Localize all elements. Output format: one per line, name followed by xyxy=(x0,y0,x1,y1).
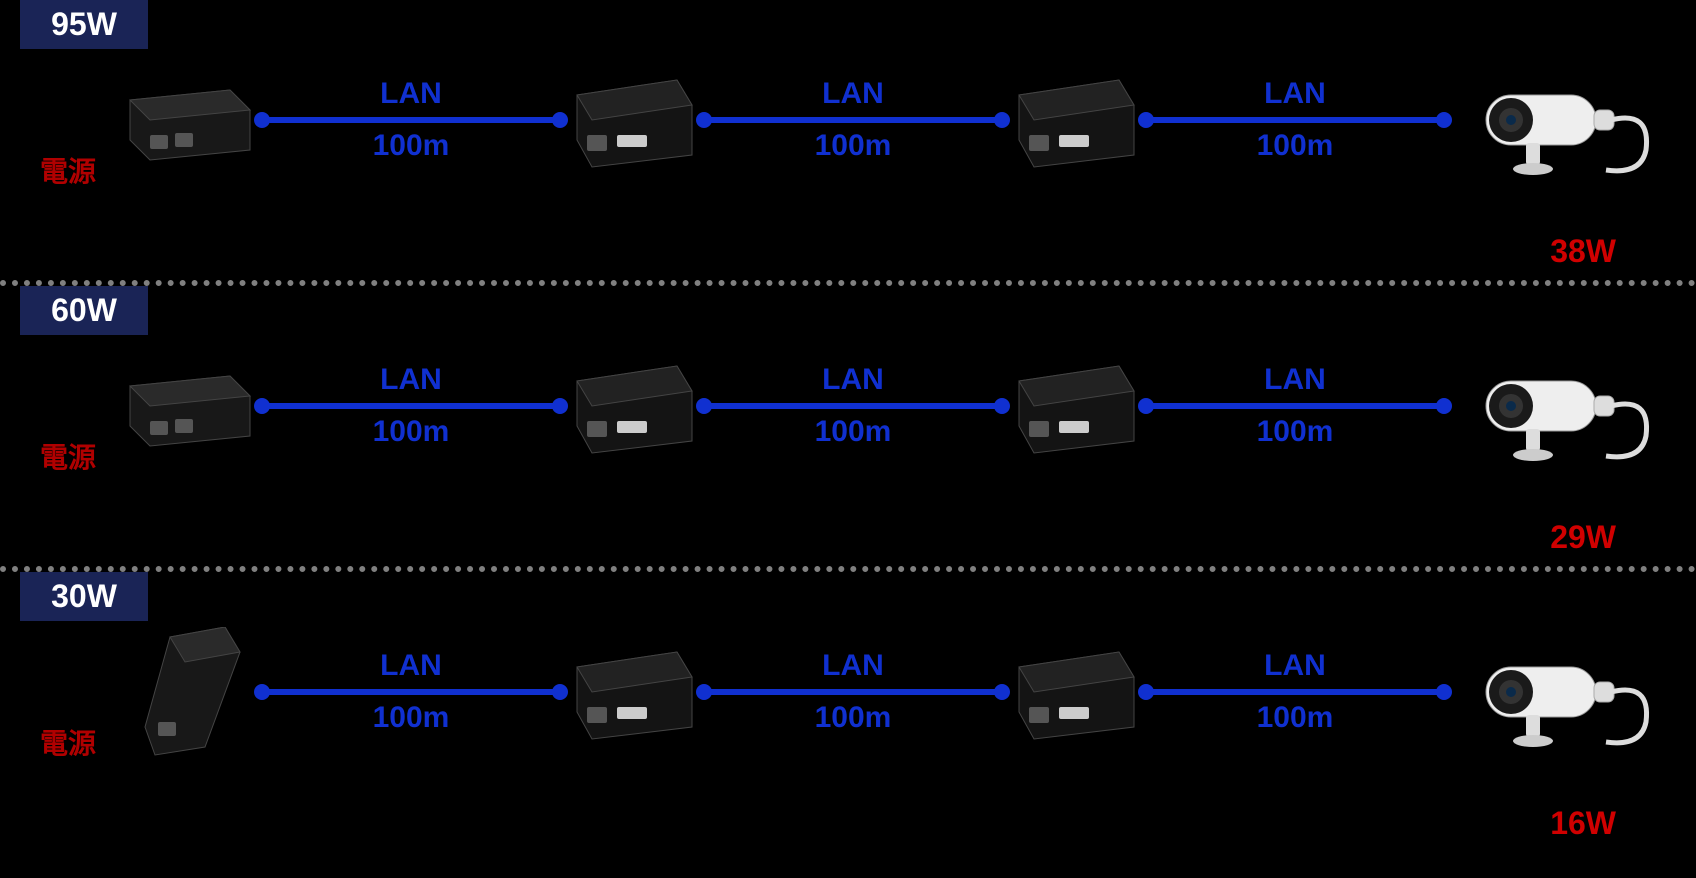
poe-extender xyxy=(1004,351,1144,461)
link-label-top: LAN xyxy=(380,363,442,397)
link-line xyxy=(260,403,562,409)
link-line xyxy=(260,117,562,123)
lan-link: LAN 100m xyxy=(260,403,562,409)
poe-extender xyxy=(562,65,702,175)
power-source-label: 電源 xyxy=(40,436,96,476)
link-line xyxy=(1144,403,1446,409)
poe-extender xyxy=(562,637,702,747)
link-line xyxy=(702,689,1004,695)
diagram-row-30w: 30W 電源 LAN 100m LAN 100m xyxy=(0,572,1696,852)
link-label-bottom: 100m xyxy=(373,129,450,163)
poe-extender xyxy=(1004,637,1144,747)
link-label-bottom: 100m xyxy=(373,701,450,735)
poe-extender xyxy=(1004,65,1144,175)
device-chain: LAN 100m LAN 100m LAN xyxy=(120,622,1656,762)
link-label-bottom: 100m xyxy=(373,415,450,449)
diagram-row-95w: 95W 電源 LAN 100m LAN 10 xyxy=(0,0,1696,280)
link-label-top: LAN xyxy=(822,77,884,111)
link-line xyxy=(260,689,562,695)
lan-link: LAN 100m xyxy=(1144,689,1446,695)
ip-camera xyxy=(1456,55,1656,185)
link-line xyxy=(702,403,1004,409)
ip-camera xyxy=(1456,341,1656,471)
link-label-bottom: 100m xyxy=(1257,415,1334,449)
end-wattage: 38W xyxy=(1550,233,1616,270)
link-label-top: LAN xyxy=(1264,363,1326,397)
end-wattage: 29W xyxy=(1550,519,1616,556)
link-line xyxy=(1144,117,1446,123)
link-label-bottom: 100m xyxy=(815,415,892,449)
diagram-row-60w: 60W 電源 LAN 100m LAN 10 xyxy=(0,286,1696,566)
end-wattage: 16W xyxy=(1550,805,1616,842)
lan-link: LAN 100m xyxy=(702,689,1004,695)
lan-link: LAN 100m xyxy=(260,689,562,695)
device-chain: LAN 100m LAN 100m LAN xyxy=(120,336,1656,476)
link-line xyxy=(702,117,1004,123)
link-label-top: LAN xyxy=(380,77,442,111)
device-chain: LAN 100m LAN 100m LAN xyxy=(120,50,1656,190)
poe-injector xyxy=(120,65,260,175)
lan-link: LAN 100m xyxy=(1144,403,1446,409)
wattage-badge: 95W xyxy=(20,0,148,49)
link-label-top: LAN xyxy=(1264,77,1326,111)
link-label-top: LAN xyxy=(822,649,884,683)
power-source-label: 電源 xyxy=(40,722,96,762)
lan-link: LAN 100m xyxy=(260,117,562,123)
link-label-top: LAN xyxy=(1264,649,1326,683)
power-source-label: 電源 xyxy=(40,150,96,190)
link-label-bottom: 100m xyxy=(1257,129,1334,163)
wattage-badge: 30W xyxy=(20,572,148,621)
link-label-top: LAN xyxy=(380,649,442,683)
ip-camera xyxy=(1456,627,1656,757)
poe-injector xyxy=(120,351,260,461)
link-label-bottom: 100m xyxy=(815,129,892,163)
wattage-badge: 60W xyxy=(20,286,148,335)
poe-extender xyxy=(562,351,702,461)
poe-injector-vertical xyxy=(120,637,260,747)
link-label-bottom: 100m xyxy=(1257,701,1334,735)
lan-link: LAN 100m xyxy=(702,117,1004,123)
lan-link: LAN 100m xyxy=(1144,117,1446,123)
link-label-top: LAN xyxy=(822,363,884,397)
link-label-bottom: 100m xyxy=(815,701,892,735)
link-line xyxy=(1144,689,1446,695)
lan-link: LAN 100m xyxy=(702,403,1004,409)
